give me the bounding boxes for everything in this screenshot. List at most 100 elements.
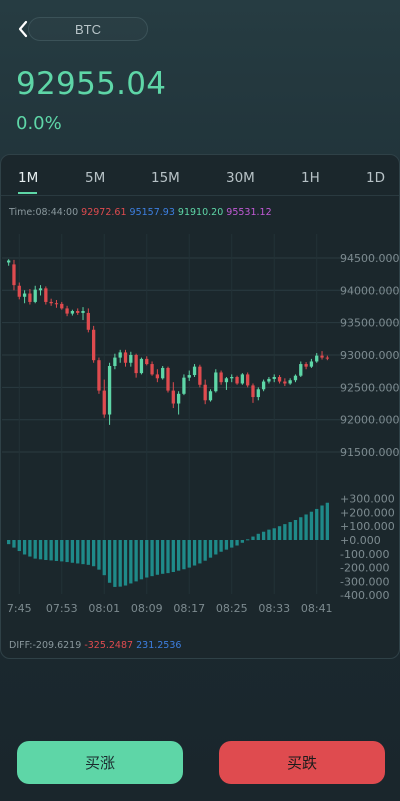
price-change-percent: 0.0% [16, 113, 62, 134]
time-axis-label: 08:25 [216, 602, 248, 615]
time-axis-label: 7:45 [7, 602, 32, 615]
candle-body [65, 308, 69, 314]
candle-body [49, 301, 53, 304]
macd-info: DIFF:-209.6219 -325.2487 231.2536 [9, 640, 181, 651]
candle-body [219, 372, 223, 383]
macd-bar [54, 540, 59, 561]
buy-up-button[interactable]: 买涨 [17, 741, 183, 784]
macd-axis-label: -100.000 [340, 548, 389, 561]
candle-body [251, 385, 255, 398]
candle-body [97, 360, 101, 391]
tab-15m[interactable]: 15M [151, 170, 180, 186]
macd-bar [182, 540, 186, 570]
candles [7, 259, 329, 425]
macd-bar [161, 540, 165, 574]
info-value-4: 95531.12 [226, 207, 272, 218]
candle-body [325, 357, 329, 359]
diff-label: DIFF:-209.6219 [9, 640, 82, 651]
time-axis-label: 08:01 [88, 602, 120, 615]
candle-body [81, 311, 85, 313]
tab-1d[interactable]: 1D [366, 170, 385, 186]
macd-bar [192, 540, 197, 566]
buy-down-button[interactable]: 买跌 [219, 741, 385, 784]
price-axis-label: 92500.000 [340, 381, 400, 394]
axis-labels: 94500.000 94000.000 93500.000 93000.000 9250… [7, 252, 400, 615]
macd-bar [139, 540, 144, 580]
macd-bar [176, 540, 181, 571]
candle-body [17, 285, 21, 297]
macd-bar [208, 540, 213, 558]
candle-body [235, 377, 239, 384]
macd-bar [299, 517, 303, 540]
candle-body [145, 358, 149, 365]
current-price: 92955.04 [16, 66, 167, 102]
candle-body [76, 311, 80, 313]
symbol-label: BTC [75, 21, 101, 37]
candle-body [224, 378, 229, 383]
candle-body [139, 358, 144, 374]
macd-bar [91, 540, 96, 567]
candle-body [293, 375, 298, 381]
candle-body [288, 380, 292, 384]
tab-30m[interactable]: 30M [226, 170, 255, 186]
candle-body [315, 355, 319, 362]
active-tab-indicator [18, 192, 37, 194]
macd-bar [187, 540, 191, 568]
macd-bar [134, 540, 138, 582]
time-axis-label: 08:09 [131, 602, 163, 615]
macd-bar [235, 540, 239, 546]
macd-bar [246, 539, 250, 541]
macd-bar [102, 540, 106, 576]
candle-body [102, 390, 106, 415]
macd-bar [12, 540, 16, 548]
macd-axis-label: -400.000 [340, 589, 389, 602]
macd-bar [113, 540, 117, 587]
macd-bar [288, 522, 292, 540]
candle-body [283, 381, 287, 384]
macd-bar [155, 540, 160, 575]
chevron-left-icon [18, 20, 28, 38]
macd-bar [28, 540, 32, 557]
candle-body [28, 293, 32, 302]
macd-bar [251, 536, 255, 540]
candle-body [118, 352, 122, 358]
candle-body [176, 393, 181, 404]
macd-bar [230, 540, 234, 548]
time-axis-label: 07:53 [46, 602, 78, 615]
macd-axis-label: -300.000 [340, 575, 389, 588]
candle-body [91, 329, 96, 361]
candle-body [150, 364, 154, 375]
macd-axis-label: +200.000 [340, 506, 395, 519]
macd-bar [277, 526, 282, 540]
candle-body [7, 260, 11, 263]
candle-body [54, 303, 59, 305]
candle-body [309, 361, 314, 367]
macd-bar [22, 540, 27, 555]
symbol-selector[interactable]: BTC [28, 17, 148, 41]
macd-axis-label: +300.000 [340, 493, 395, 506]
macd-bar [65, 540, 69, 563]
candle-body [182, 377, 186, 394]
macd-bar [240, 540, 245, 543]
tab-5m[interactable]: 5M [85, 170, 106, 186]
macd-bar [261, 531, 266, 540]
macd-bar [325, 502, 329, 540]
macd-bar [118, 540, 122, 587]
candle-body [134, 355, 138, 374]
info-value-2: 95157.93 [129, 207, 175, 218]
candlestick-chart[interactable]: 94500.000 94000.000 93500.000 93000.000 9250… [0, 154, 400, 654]
candle-body [38, 288, 43, 291]
candle-body [240, 374, 245, 384]
candle-body [198, 366, 202, 385]
candle-body [86, 312, 90, 330]
candle-body [214, 372, 218, 392]
macd-bar [38, 540, 43, 560]
back-button[interactable] [12, 17, 36, 41]
timeframe-tabs: 1M 5M 15M 30M 1H 1D [1, 155, 399, 196]
candle-body [203, 384, 207, 401]
tab-1h[interactable]: 1H [301, 170, 320, 186]
macd-bar [150, 540, 154, 577]
grid-lines [2, 234, 398, 594]
macd-bar [7, 540, 11, 545]
tab-1m[interactable]: 1M [18, 170, 39, 186]
